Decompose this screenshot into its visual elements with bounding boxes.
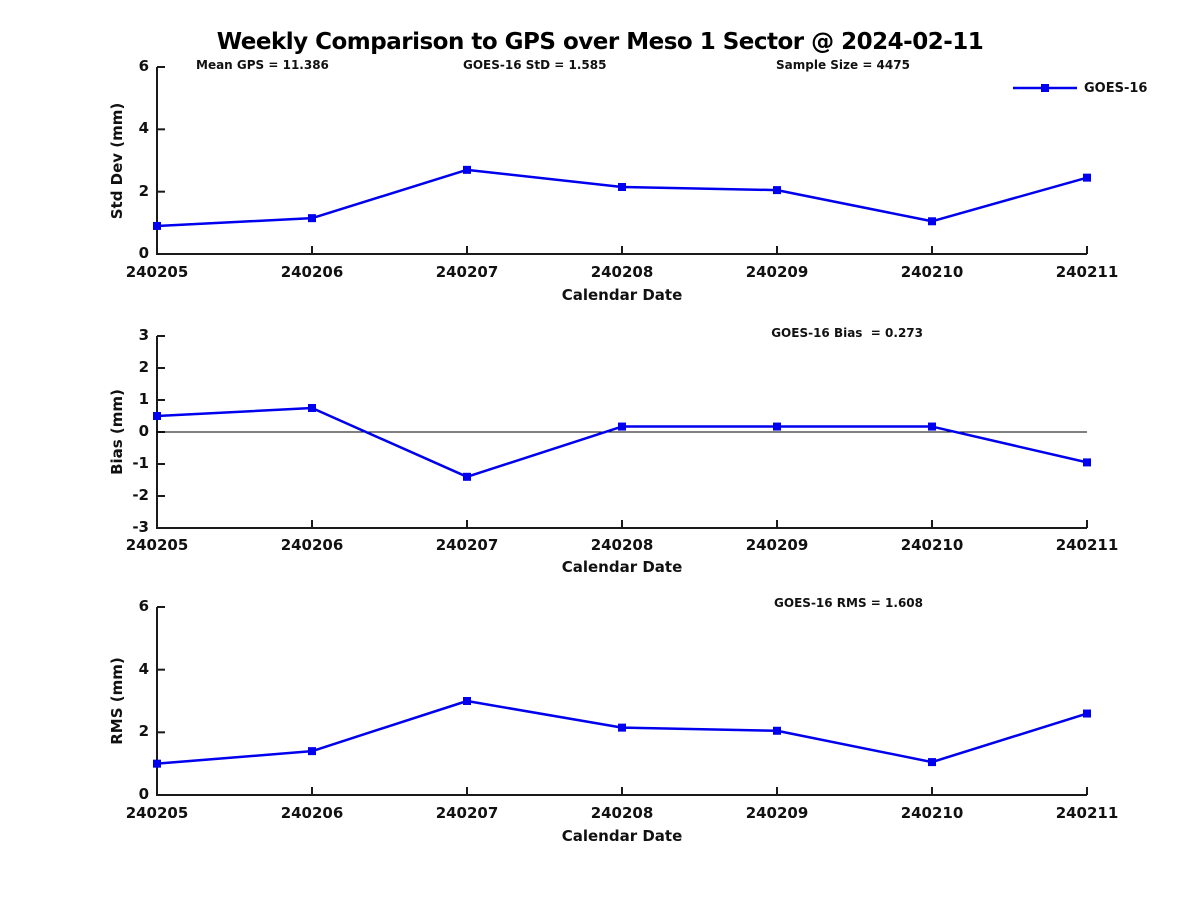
x-tick-label: 240211 [1055, 536, 1119, 554]
x-tick-label: 240206 [280, 536, 344, 554]
x-tick-label: 240206 [280, 804, 344, 822]
x-tick-label: 240207 [435, 263, 499, 281]
y-tick-label: 0 [138, 244, 149, 262]
legend-label-goes16: GOES-16 [1084, 80, 1148, 96]
x-axis-label-calendar-date: Calendar Date [561, 558, 683, 576]
y-tick-label: 6 [138, 57, 149, 75]
y-tick-label: -2 [132, 486, 149, 504]
y-tick-label: 2 [138, 358, 149, 376]
x-tick-label: 240211 [1055, 804, 1119, 822]
x-tick-label: 240209 [745, 263, 809, 281]
x-tick-label: 240205 [125, 536, 189, 554]
legend-line-marker-icon [1013, 84, 1077, 92]
legend: GOES-16 [1013, 79, 1147, 97]
y-tick-label: 4 [138, 659, 149, 678]
y-tick-label: 2 [138, 181, 149, 200]
annotation-mean-gps: Mean GPS = 11.386 [196, 58, 329, 72]
x-tick-label: 240208 [590, 263, 654, 281]
x-tick-label: 240205 [125, 804, 189, 822]
x-axis-label-calendar-date: Calendar Date [561, 286, 683, 304]
x-tick-label: 240205 [125, 263, 189, 281]
x-tick-label: 240207 [435, 804, 499, 822]
x-tick-label: 240211 [1055, 263, 1119, 281]
y-axis-label-stddev: Std Dev (mm) [108, 102, 126, 220]
y-tick-label: -3 [132, 518, 149, 536]
y-tick-label: 0 [138, 422, 149, 440]
x-axis-label-calendar-date: Calendar Date [561, 827, 683, 845]
y-tick-label: 3 [138, 326, 149, 344]
x-tick-label: 240210 [900, 263, 964, 281]
x-tick-label: 240209 [745, 804, 809, 822]
x-tick-label: 240209 [745, 536, 809, 554]
annotation-goes16-rms: GOES-16 RMS = 1.608 [774, 596, 923, 610]
y-axis-label-rms: RMS (mm) [108, 657, 126, 745]
x-tick-label: 240208 [590, 536, 654, 554]
x-tick-label: 240210 [900, 536, 964, 554]
x-tick-label: 240206 [280, 263, 344, 281]
figure-title: Weekly Comparison to GPS over Meso 1 Sec… [216, 29, 984, 55]
x-tick-label: 240208 [590, 804, 654, 822]
x-tick-label: 240210 [900, 804, 964, 822]
y-tick-label: 1 [138, 390, 149, 408]
y-tick-label: 2 [138, 722, 149, 741]
annotation-sample-size: Sample Size = 4475 [776, 58, 910, 72]
y-tick-label: 0 [138, 785, 149, 803]
annotation-goes16-bias: GOES-16 Bias = 0.273 [771, 326, 923, 340]
y-tick-label: 6 [138, 597, 149, 615]
y-tick-label: 4 [138, 119, 149, 138]
annotation-goes16-std: GOES-16 StD = 1.585 [463, 58, 607, 72]
y-tick-label: -1 [132, 454, 149, 472]
x-tick-label: 240207 [435, 536, 499, 554]
